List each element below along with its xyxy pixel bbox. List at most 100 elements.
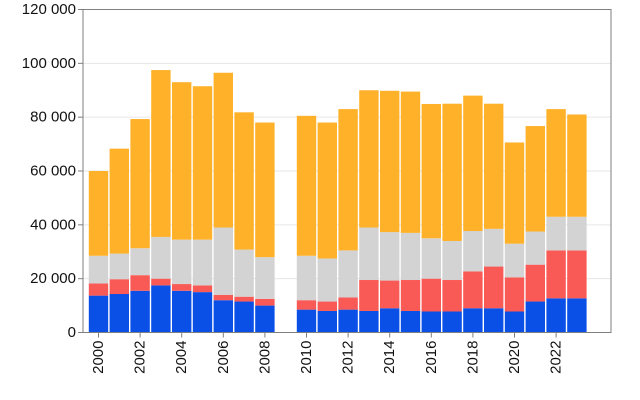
- bar-orange-2018: [463, 95, 483, 232]
- bar-gray-2008: [255, 257, 275, 299]
- bar-orange-2017: [442, 103, 462, 241]
- bar-red-2011: [317, 301, 337, 311]
- x-tick-label: 2004: [173, 341, 190, 374]
- bar-gray-2002: [130, 248, 150, 276]
- bar-orange-2015: [400, 91, 421, 233]
- x-tick-label: 2010: [298, 341, 315, 374]
- x-tick-label: 2006: [215, 341, 232, 374]
- bar-red-2012: [338, 297, 358, 310]
- bar-blue-2016: [421, 311, 441, 333]
- bar-orange-2023: [567, 114, 587, 217]
- bar-red-2006: [213, 294, 233, 301]
- bar-blue-2021: [525, 301, 545, 333]
- bar-gray-2015: [400, 232, 421, 281]
- bar-gray-2006: [213, 227, 233, 295]
- bar-gray-2014: [380, 232, 400, 281]
- bar-gray-2021: [525, 231, 545, 265]
- x-axis: 2000 2002 2004 2006 2008 2010 2012 2014 2016 2018…: [90, 332, 565, 374]
- bar-orange-2007: [234, 112, 254, 250]
- x-tick-label: 2000: [90, 341, 107, 374]
- bar-gray-2003: [151, 236, 171, 279]
- bar-orange-2014: [380, 90, 400, 233]
- x-tick-label: 2022: [548, 341, 565, 374]
- bar-blue-2013: [359, 310, 379, 333]
- bar-red-2007: [234, 296, 254, 302]
- bar-orange-2001: [109, 148, 129, 254]
- x-tick-label: 2016: [423, 341, 440, 374]
- bar-blue-2006: [213, 300, 233, 333]
- bar-orange-2016: [421, 103, 441, 239]
- bar-gray-2011: [317, 258, 337, 302]
- bar-gray-2001: [109, 253, 129, 280]
- bar-blue-2018: [463, 308, 483, 333]
- bar-orange-2022: [546, 109, 566, 217]
- bar-orange-2003: [151, 70, 171, 237]
- bar-blue-2014: [380, 308, 400, 333]
- bar-red-2014: [380, 280, 400, 309]
- bar-orange-2010: [296, 115, 317, 256]
- bar-red-2022: [546, 250, 566, 299]
- bar-orange-2013: [359, 90, 379, 228]
- x-tick-label: 2008: [256, 341, 273, 374]
- bar-red-2017: [442, 280, 462, 312]
- bar-blue-2004: [172, 290, 192, 333]
- y-tick-label: 0: [68, 324, 76, 341]
- bar-red-2000: [88, 283, 109, 296]
- bar-gray-2020: [504, 243, 525, 278]
- bar-blue-2022: [546, 298, 566, 333]
- y-tick-label: 120 000: [22, 1, 76, 18]
- x-tick-label: 2014: [381, 341, 398, 374]
- y-axis: 0 20 000 40 000 60 000 80 000 100 000 120 000: [22, 1, 83, 341]
- bar-blue-2012: [338, 309, 358, 333]
- bar-red-2018: [463, 271, 483, 309]
- y-tick-label: 80 000: [30, 109, 76, 126]
- bar-red-2015: [400, 280, 421, 311]
- x-tick-label: 2020: [506, 341, 523, 374]
- bar-orange-2021: [525, 126, 545, 232]
- bar-gray-2007: [234, 249, 254, 297]
- bar-orange-2006: [213, 72, 233, 228]
- bar-orange-2008: [255, 122, 275, 258]
- bar-red-2023: [567, 250, 587, 299]
- bar-blue-2000: [88, 295, 109, 333]
- bar-orange-2002: [130, 119, 150, 249]
- bar-orange-2005: [192, 86, 213, 240]
- bar-gray-2018: [463, 231, 483, 272]
- bar-red-2005: [192, 285, 213, 293]
- bar-red-2010: [296, 300, 317, 310]
- y-tick-label: 40 000: [30, 216, 76, 233]
- y-tick-label: 20 000: [30, 270, 76, 287]
- bar-red-2020: [504, 277, 525, 312]
- bar-blue-2020: [504, 311, 525, 333]
- bar-gray-2017: [442, 240, 462, 281]
- bar-blue-2010: [296, 309, 317, 333]
- bar-red-2008: [255, 298, 275, 306]
- bar-red-2021: [525, 264, 545, 302]
- bar-gray-2010: [296, 255, 317, 301]
- bar-red-2019: [484, 266, 504, 309]
- bar-blue-2017: [442, 311, 462, 333]
- bar-blue-2005: [192, 292, 213, 333]
- bars: [88, 70, 587, 333]
- bar-orange-2012: [338, 109, 358, 251]
- bar-blue-2019: [484, 308, 504, 333]
- bar-gray-2016: [421, 238, 441, 279]
- bar-blue-2011: [317, 310, 337, 333]
- x-tick-label: 2018: [464, 341, 481, 374]
- x-tick-label: 2012: [340, 341, 357, 374]
- bar-blue-2001: [109, 294, 129, 333]
- bar-orange-2011: [317, 122, 337, 259]
- bar-orange-2000: [88, 171, 109, 256]
- bar-gray-2012: [338, 250, 358, 298]
- bar-orange-2020: [504, 142, 525, 244]
- bar-gray-2013: [359, 227, 379, 281]
- y-tick-label: 100 000: [22, 55, 76, 72]
- x-tick-label: 2002: [132, 341, 149, 374]
- bar-red-2001: [109, 279, 129, 295]
- bar-blue-2003: [151, 285, 171, 333]
- bar-gray-2004: [172, 239, 192, 285]
- bar-blue-2023: [567, 298, 587, 333]
- bar-blue-2008: [255, 305, 275, 333]
- bar-red-2013: [359, 280, 379, 311]
